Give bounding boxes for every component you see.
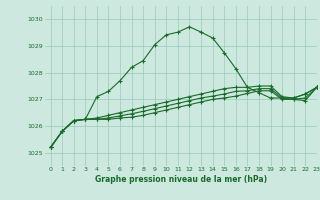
X-axis label: Graphe pression niveau de la mer (hPa): Graphe pression niveau de la mer (hPa) [95, 175, 267, 184]
